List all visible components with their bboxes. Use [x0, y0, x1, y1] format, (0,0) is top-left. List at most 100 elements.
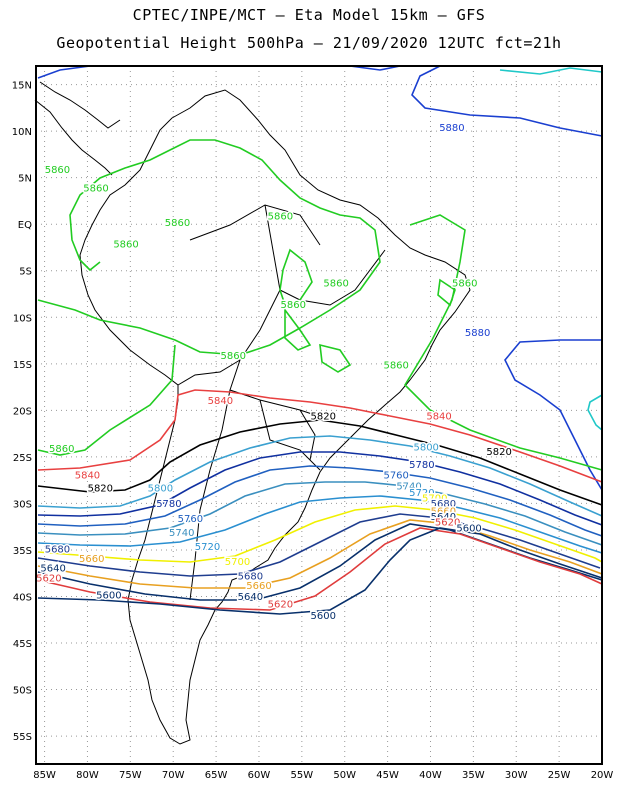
map-frame	[35, 65, 603, 765]
contour-5680	[37, 513, 601, 577]
contour-label-5620: 5620	[268, 600, 293, 611]
lon-tick-label: 65W	[205, 770, 228, 781]
contour-5840	[37, 389, 603, 483]
contour-label-5880: 5880	[439, 123, 464, 134]
contour-label-5780: 5780	[156, 499, 181, 510]
contour-label-5620: 5620	[435, 518, 460, 529]
contour-label-5600: 5600	[311, 611, 336, 622]
contour-label-5860: 5860	[323, 279, 348, 290]
contour-label-5700: 5700	[422, 494, 447, 505]
contour-label-5860: 5860	[113, 239, 138, 250]
contour-5860	[37, 139, 381, 456]
coastlines-and-borders	[34, 81, 471, 745]
lat-tick-label: EQ	[18, 220, 32, 231]
contour-label-5840: 5840	[75, 470, 100, 481]
contour-5760	[37, 465, 603, 537]
contour-label-5680: 5680	[238, 572, 263, 583]
contour-label-5740: 5740	[396, 481, 421, 492]
contour-label-5660: 5660	[246, 581, 271, 592]
contour-5900-east	[587, 394, 603, 431]
contour-label-5780: 5780	[409, 460, 434, 471]
lat-tick-label: 15S	[13, 360, 32, 371]
contour-label-5840: 5840	[208, 396, 233, 407]
contour-label-5640: 5640	[431, 512, 456, 523]
contour-label-5860: 5860	[221, 351, 246, 362]
contour-label-5760: 5760	[178, 514, 203, 525]
contour-label-5640: 5640	[238, 592, 263, 603]
lat-tick-label: 20S	[13, 406, 32, 417]
contour-label-5860: 5860	[383, 360, 408, 371]
contour-5700	[37, 505, 603, 563]
lon-tick-label: 45W	[376, 770, 399, 781]
contour-label-5600: 5600	[456, 523, 481, 534]
contour-label-5840: 5840	[426, 412, 451, 423]
contour-label-5860: 5860	[45, 165, 70, 176]
contour-5900	[499, 67, 603, 75]
contour-label-5820: 5820	[88, 483, 113, 494]
contour-label-5740: 5740	[169, 528, 194, 539]
lon-tick-label: 55W	[291, 770, 314, 781]
lat-tick-label: 55S	[13, 732, 32, 743]
lon-tick-label: 25W	[548, 770, 571, 781]
lat-tick-label: 50S	[13, 686, 32, 697]
contour-label-5860: 5860	[49, 444, 74, 455]
contour-label-5600: 5600	[96, 590, 121, 601]
contour-label-5720: 5720	[195, 542, 220, 553]
lat-tick-label: 25S	[13, 453, 32, 464]
contour-5860-inner	[279, 248, 456, 373]
contour-label-5680: 5680	[431, 499, 456, 510]
lat-tick-label: 30S	[13, 499, 32, 510]
contour-label-5860: 5860	[281, 300, 306, 311]
contour-5740	[37, 481, 603, 546]
contour-label-5620: 5620	[36, 574, 61, 585]
contour-5800	[37, 435, 603, 517]
contour-5880-east	[504, 339, 603, 491]
contour-5640	[37, 523, 603, 601]
lon-tick-label: 80W	[76, 770, 99, 781]
lat-tick-label: 15N	[12, 81, 32, 92]
lon-tick-label: 50W	[333, 770, 356, 781]
contour-5620	[37, 527, 603, 611]
lon-tick-label: 60W	[248, 770, 271, 781]
contour-label-5860: 5860	[268, 212, 293, 223]
contour-label-5800: 5800	[148, 483, 173, 494]
central-america-coastline-north	[39, 81, 121, 129]
contour-label-5860: 5860	[452, 279, 477, 290]
lon-tick-label: 40W	[419, 770, 442, 781]
lon-tick-label: 20W	[591, 770, 614, 781]
contour-labels: 5880 5880 5860 5860 5860 5860 5860 5860 5860 5860…	[35, 122, 514, 624]
contour-label-5640: 5640	[40, 563, 65, 574]
contour-label-5860: 5860	[165, 218, 190, 229]
contour-label-5660: 5660	[79, 554, 104, 565]
contour-5600	[37, 527, 603, 615]
contour-5820	[37, 419, 603, 506]
lon-tick-label: 70W	[162, 770, 185, 781]
height-contours	[37, 65, 603, 615]
lat-tick-label: 10S	[13, 313, 32, 324]
contour-label-5720: 5720	[409, 488, 434, 499]
contour-5660	[37, 519, 603, 589]
contour-label-5660: 5660	[431, 507, 456, 518]
lat-tick-label: 45S	[13, 639, 32, 650]
contour-5860-east	[403, 214, 603, 471]
contour-5880-north	[37, 65, 603, 137]
contour-label-5760: 5760	[383, 470, 408, 481]
axis-labels: 15N 10N 5N EQ 5S 10S 15S 20S 25S 30S 35S 40S 45S 50S 5…	[12, 81, 614, 781]
south-america-coastline	[79, 89, 471, 745]
contour-label-5860: 5860	[83, 184, 108, 195]
contour-label-5680: 5680	[45, 545, 70, 556]
lon-tick-label: 30W	[505, 770, 528, 781]
lon-tick-label: 35W	[462, 770, 485, 781]
contour-5720	[37, 495, 603, 554]
contour-label-5820: 5820	[486, 447, 511, 458]
map-title-line1: CPTEC/INPE/MCT – Eta Model 15km – GFS	[132, 6, 486, 24]
central-america-coastline	[34, 99, 113, 176]
lat-tick-label: 35S	[13, 546, 32, 557]
lat-tick-label: 5S	[19, 267, 32, 278]
contour-label-5800: 5800	[413, 442, 438, 453]
lat-tick-label: 5N	[18, 174, 32, 185]
lat-tick-label: 10N	[12, 127, 32, 138]
country-borders	[177, 204, 386, 601]
contour-5780	[37, 451, 603, 526]
